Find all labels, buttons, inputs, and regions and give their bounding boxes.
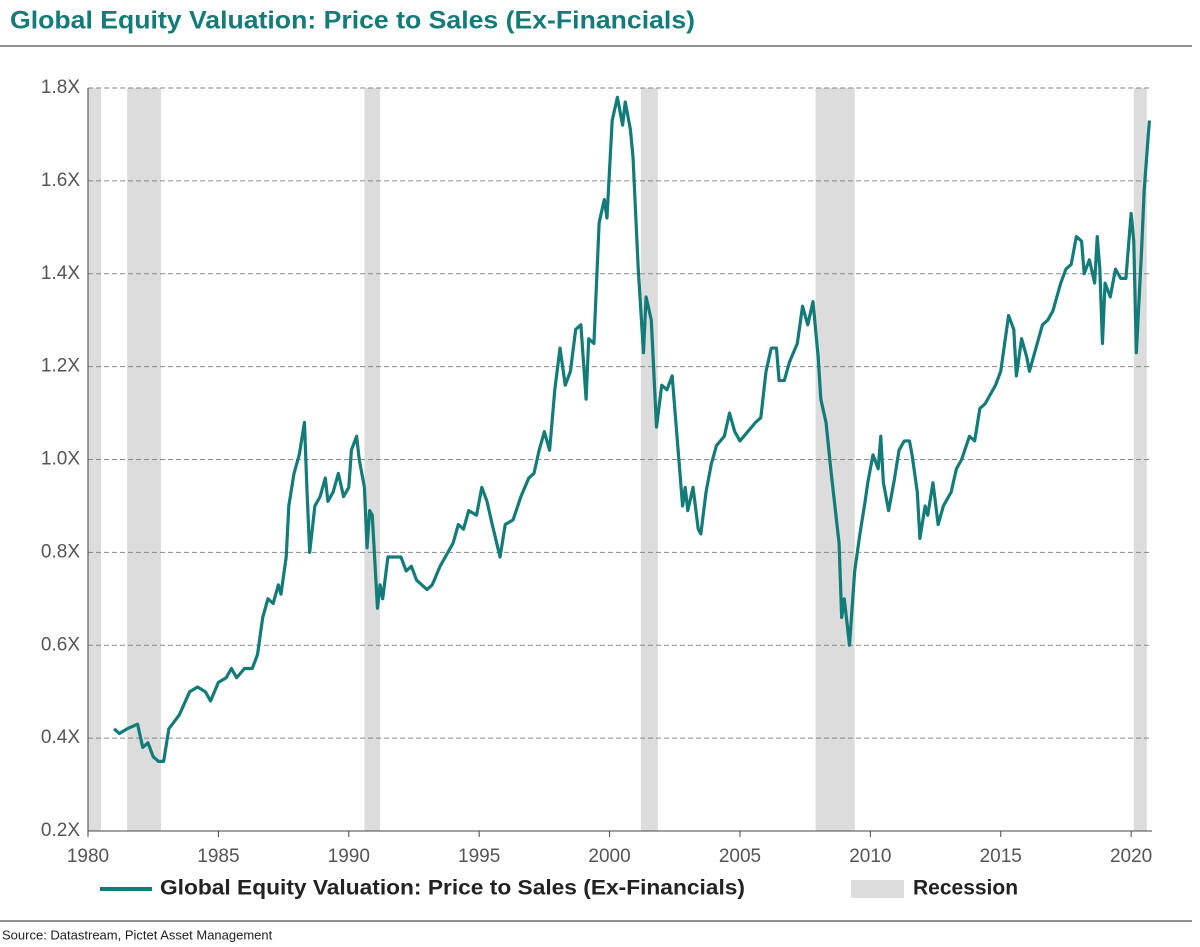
y-tick-label: 1.2X <box>41 356 80 377</box>
legend-swatch <box>851 880 904 898</box>
y-tick-label: 1.6X <box>41 170 80 191</box>
legend-label: Global Equity Valuation: Price to Sales … <box>160 877 745 900</box>
x-tick-label: 1985 <box>197 846 239 867</box>
source-note: Source: Datastream, Pictet Asset Managem… <box>2 927 273 942</box>
y-tick-label: 1.8X <box>41 77 80 98</box>
y-tick-label: 1.4X <box>41 263 80 284</box>
x-tick-label: 2015 <box>980 846 1022 867</box>
y-tick-label: 0.4X <box>41 727 80 748</box>
data-line <box>113 95 1151 763</box>
x-tick-label: 2010 <box>849 846 891 867</box>
x-tick-label: 1990 <box>328 846 370 867</box>
legend-label: Recession <box>913 877 1018 900</box>
y-tick-label: 0.8X <box>41 541 80 562</box>
x-tick-label: 2020 <box>1110 846 1152 867</box>
y-tick-label: 0.6X <box>41 634 80 655</box>
x-tick-label: 1980 <box>67 846 109 867</box>
y-tick-label: 0.2X <box>41 820 80 841</box>
x-tick-label: 1995 <box>458 846 500 867</box>
x-tick-label: 2000 <box>588 846 630 867</box>
x-tick-label: 2005 <box>719 846 761 867</box>
y-tick-label: 1.0X <box>41 449 80 470</box>
chart-title: Global Equity Valuation: Price to Sales … <box>10 7 695 35</box>
